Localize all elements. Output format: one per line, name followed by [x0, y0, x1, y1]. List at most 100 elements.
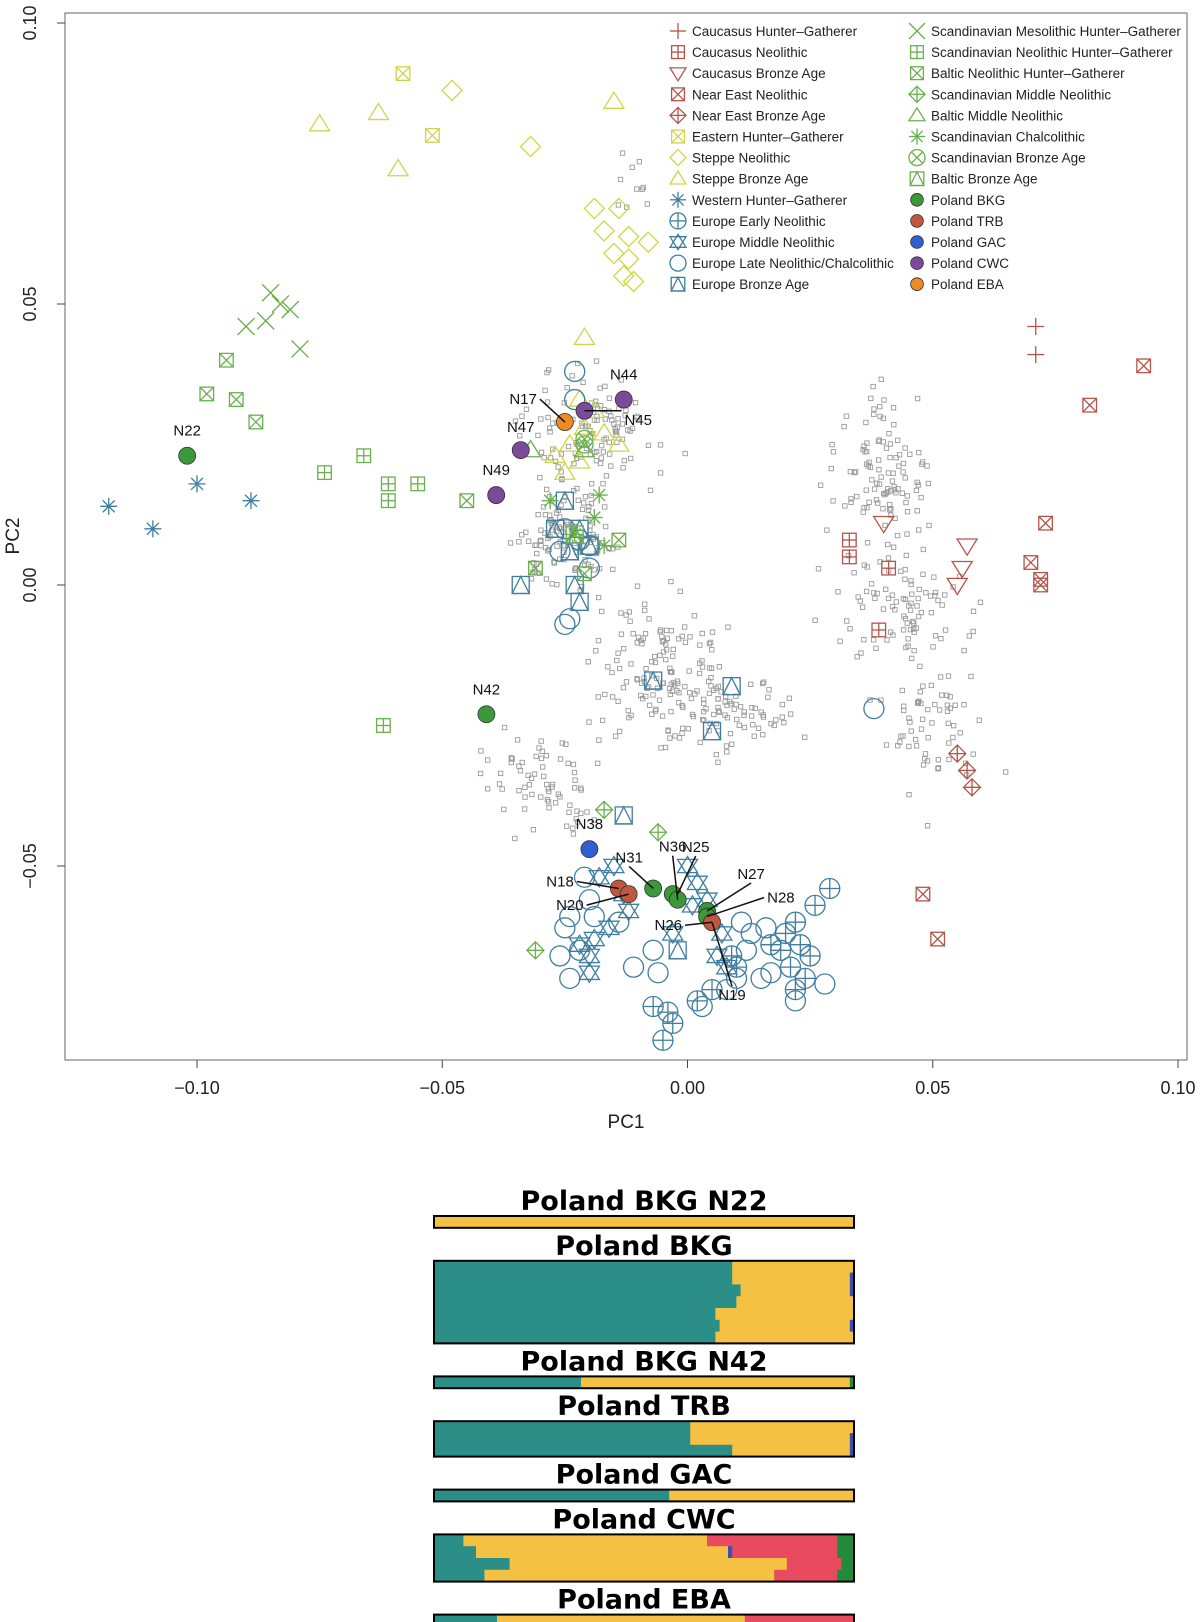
background-sample-marker [903, 499, 909, 506]
background-sample-marker [593, 648, 599, 654]
background-sample-marker [711, 711, 717, 718]
admixture-segment [669, 1489, 855, 1502]
background-sample-marker [645, 442, 652, 449]
background-sample-marker [630, 631, 636, 637]
background-sample-marker [609, 669, 615, 676]
background-sample-marker [659, 633, 665, 640]
background-sample-marker [885, 595, 892, 602]
background-sample-marker [1003, 769, 1009, 775]
admixture-bar-frame [433, 1375, 855, 1390]
background-sample-marker [516, 788, 522, 794]
background-sample-marker [931, 574, 937, 580]
background-sample-marker [545, 798, 552, 805]
background-sample-marker [584, 809, 590, 815]
background-sample-marker [928, 610, 935, 616]
background-sample-marker [930, 644, 936, 650]
admixture-segment [434, 1421, 691, 1434]
data-point-asterisk [590, 486, 608, 504]
legend-item: Poland CWC [910, 256, 1009, 271]
background-sample-marker [697, 642, 703, 648]
data-point-circle [549, 945, 571, 967]
background-sample-marker [516, 539, 522, 545]
background-sample-marker [611, 421, 617, 427]
background-sample-marker [531, 560, 537, 566]
background-sample-marker [748, 681, 754, 687]
admixture-segment [509, 1558, 788, 1571]
legend-label: Eastern Hunter–Gatherer [692, 130, 844, 145]
background-sample-marker [620, 646, 627, 652]
data-point-square-x [459, 493, 475, 509]
background-sample-marker [896, 463, 902, 469]
data-point-square-plus [871, 622, 887, 638]
data-point-diamond [622, 270, 645, 293]
background-sample-marker [660, 680, 666, 686]
background-sample-marker [615, 416, 621, 422]
data-point-filled-circle [511, 441, 530, 460]
background-sample-marker [546, 425, 553, 431]
background-sample-marker [873, 645, 879, 651]
background-sample-marker [868, 395, 874, 401]
data-point-circle-plus [701, 978, 723, 1001]
data-point-triangle-down [946, 577, 969, 596]
admixture-segment [434, 1296, 737, 1309]
sample-label: N38 [576, 816, 604, 833]
background-sample-marker [528, 775, 535, 781]
data-point-square-plus [410, 476, 426, 492]
legend-marker [669, 148, 687, 167]
background-sample-marker [542, 387, 548, 394]
background-sample-marker [750, 722, 756, 728]
background-sample-marker [937, 707, 943, 713]
data-point-square-triangle [545, 518, 565, 538]
background-sample-marker [643, 693, 649, 700]
background-sample-marker [817, 482, 824, 488]
legend-marker [908, 148, 926, 167]
admixture-panel: Poland CWC [433, 1504, 855, 1583]
x-tick-label: −0.05 [419, 1078, 465, 1098]
legend-item: Europe Early Neolithic [669, 212, 826, 230]
background-sample-marker [942, 627, 949, 633]
background-sample-marker [863, 588, 870, 595]
data-point-circle [755, 917, 777, 939]
data-point-star-of-david [661, 922, 684, 945]
data-point-circle [863, 697, 885, 720]
background-sample-marker [652, 708, 659, 714]
background-sample-marker [699, 658, 705, 664]
data-point-circle [573, 866, 596, 888]
admixture-panel-title: Poland BKG N42 [521, 1346, 768, 1377]
background-sample-marker [533, 542, 540, 548]
background-sample-marker [663, 647, 670, 653]
data-point-x [291, 340, 309, 358]
sample-label: N19 [718, 987, 746, 1004]
background-sample-marker [895, 437, 901, 443]
background-sample-marker [907, 719, 913, 725]
background-sample-marker [891, 487, 898, 493]
legend-item: Scandinavian Middle Neolithic [908, 85, 1111, 104]
background-sample-marker [908, 581, 914, 588]
background-sample-marker [902, 475, 908, 481]
background-sample-marker [942, 592, 948, 598]
background-sample-marker [595, 594, 602, 601]
background-sample-marker [541, 773, 547, 780]
admixture-segment [434, 1444, 733, 1457]
data-point-asterisk [585, 509, 603, 527]
label-leader-line [706, 896, 765, 918]
admixture-panel: Poland GAC [433, 1460, 855, 1503]
background-sample-marker [571, 769, 578, 776]
background-sample-marker [925, 480, 932, 487]
background-sample-marker [699, 664, 706, 670]
legend-item: Caucasus Bronze Age [668, 66, 826, 83]
admixture-panel-title: Poland BKG N22 [521, 1186, 768, 1217]
background-sample-marker [741, 724, 748, 731]
background-sample-marker [890, 470, 896, 476]
background-sample-marker [861, 637, 867, 643]
background-sample-marker [935, 597, 941, 604]
background-sample-marker [918, 700, 924, 707]
background-sample-marker [773, 717, 779, 723]
background-sample-marker [625, 707, 631, 714]
y-axis-label: PC2 [3, 518, 24, 555]
legend-marker [668, 233, 688, 251]
background-sample-marker [915, 613, 922, 620]
data-point-circle-plus [657, 1001, 679, 1023]
background-sample-marker [484, 757, 491, 763]
background-sample-marker [634, 186, 640, 192]
